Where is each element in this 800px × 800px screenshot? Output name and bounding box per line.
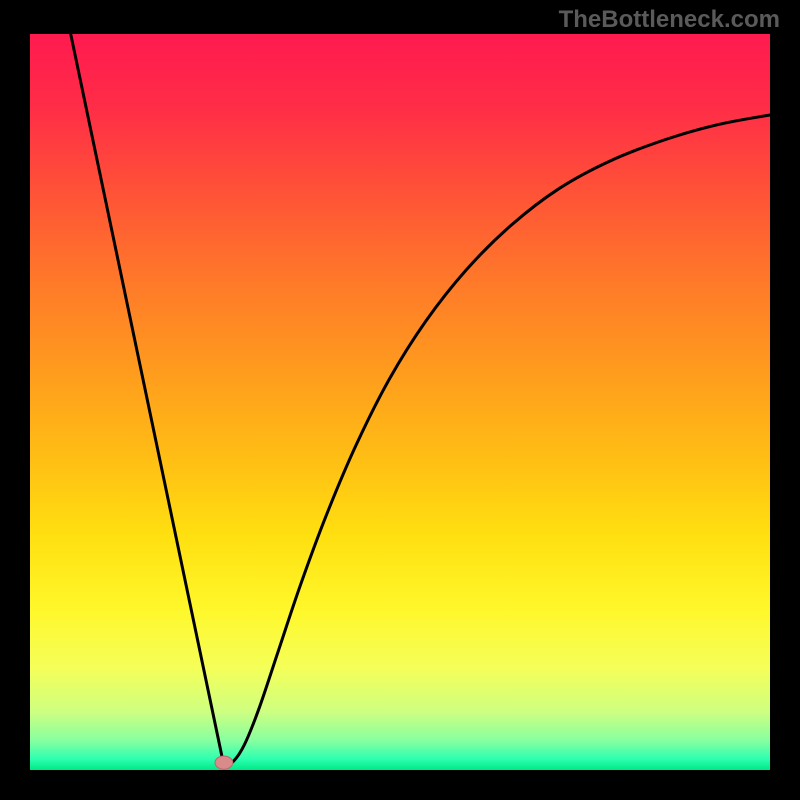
chart-svg [30, 34, 770, 770]
gradient-background [30, 34, 770, 770]
plot-area [30, 34, 770, 770]
optimal-point-marker [215, 756, 233, 769]
watermark-text: TheBottleneck.com [559, 6, 780, 34]
